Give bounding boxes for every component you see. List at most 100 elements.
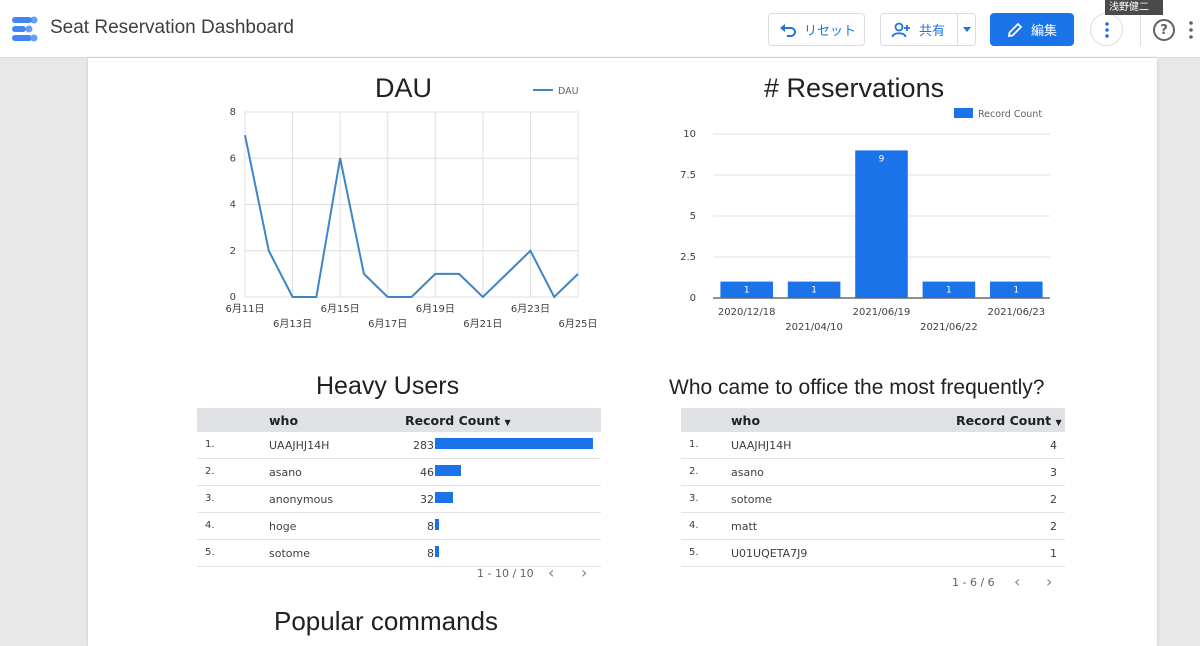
dau-x-tick-label: 6月11日	[225, 303, 264, 315]
res-x-tick-label: 2020/12/18	[718, 307, 776, 318]
row-index: 5.	[689, 547, 699, 558]
report-title[interactable]: Seat Reservation Dashboard	[50, 17, 294, 38]
col-record-count[interactable]: Record Count ▼	[956, 413, 1062, 428]
table-row[interactable]: 4. matt 2	[681, 513, 1065, 540]
table-row[interactable]: 2. asano 3	[681, 459, 1065, 486]
table-row[interactable]: 5. U01UQETA7J9 1	[681, 540, 1065, 567]
reservation-bar	[720, 281, 773, 298]
share-label: 共有	[919, 24, 946, 39]
reservation-bar-label: 1	[811, 286, 817, 296]
reset-button[interactable]: リセット	[768, 13, 865, 46]
col-who[interactable]: who	[731, 413, 761, 428]
table-row[interactable]: 2. asano 46	[197, 459, 601, 486]
dau-y-tick-label: 8	[230, 107, 236, 118]
dau-x-tick-label: 6月19日	[416, 303, 455, 315]
row-who: anonymous	[269, 493, 334, 506]
heavy-users-pager-text: 1 - 10 / 10	[477, 567, 534, 580]
row-count: 46	[420, 466, 434, 479]
row-who: matt	[731, 520, 758, 533]
table-row[interactable]: 3. sotome 2	[681, 486, 1065, 513]
row-count-bar	[435, 492, 453, 503]
res-y-tick-label: 7.5	[680, 170, 696, 181]
edit-button[interactable]: 編集	[990, 13, 1074, 46]
row-who: hoge	[269, 520, 297, 533]
res-y-tick-label: 0	[690, 293, 696, 304]
table-row[interactable]: 3. anonymous 32	[197, 486, 601, 513]
row-who: sotome	[731, 493, 772, 506]
row-index: 3.	[689, 493, 699, 504]
frequent-next-page-icon[interactable]: ›	[1046, 572, 1053, 591]
popular-commands-title: Popular commands	[274, 606, 498, 636]
row-index: 1.	[689, 439, 699, 450]
dau-legend-label: DAU	[558, 86, 579, 97]
caret-down-icon	[962, 27, 971, 32]
dau-y-tick-label: 6	[230, 153, 236, 164]
app-header: Seat Reservation Dashboard リセット 共有 編集 ? …	[0, 0, 1200, 58]
table-row[interactable]: 4. hoge 8	[197, 513, 601, 540]
heavy-users-next-page-icon[interactable]: ›	[581, 563, 588, 582]
more-options-button[interactable]	[1090, 13, 1123, 46]
frequent-prev-page-icon[interactable]: ‹	[1014, 572, 1021, 591]
res-y-tick-label: 5	[690, 211, 696, 222]
row-who: asano	[731, 466, 764, 479]
dau-y-tick-label: 4	[230, 200, 236, 211]
reservation-bar	[922, 281, 976, 298]
data-studio-logo-icon[interactable]	[10, 16, 40, 42]
table-row[interactable]: 1. UAAJHJ14H 4	[681, 432, 1065, 459]
dau-x-tick-label: 6月17日	[368, 318, 407, 330]
dau-line-chart[interactable]: 0 2 4 6 8 6月11日 6月13日 6月15日 6月17日 6月19日 6月21日 6月23…	[213, 84, 613, 344]
reservation-bar	[787, 281, 841, 298]
table-row[interactable]: 5. sotome 8	[197, 540, 601, 567]
res-x-tick-label: 2021/06/22	[920, 322, 978, 333]
apps-more-icon[interactable]	[1186, 19, 1196, 41]
share-dropdown-button[interactable]	[957, 13, 976, 46]
row-count: 3	[1050, 466, 1057, 479]
sort-desc-icon: ▼	[1055, 418, 1062, 427]
dau-chart-title: DAU	[375, 73, 433, 103]
reservations-bar-chart[interactable]: 0 2.5 5 7.5 10 1 1 9 1 1 2020/12/18 2021/04/10 202…	[668, 102, 1068, 338]
col-record-count[interactable]: Record Count ▼	[405, 413, 511, 428]
reservation-bar-label: 1	[744, 286, 750, 296]
res-x-tick-label: 2021/04/10	[785, 322, 843, 333]
row-who: asano	[269, 466, 302, 479]
row-index: 2.	[689, 466, 699, 477]
share-button[interactable]: 共有	[880, 13, 957, 46]
reservation-bar	[855, 150, 908, 298]
add-person-icon	[891, 22, 910, 37]
row-index: 2.	[205, 466, 215, 477]
dau-x-tick-label: 6月13日	[273, 318, 312, 330]
more-vert-icon	[1104, 21, 1109, 38]
row-count: 2	[1050, 520, 1057, 533]
reservation-bar-label: 1	[946, 286, 952, 296]
res-y-tick-label: 10	[683, 129, 696, 140]
row-count: 2	[1050, 493, 1057, 506]
heavy-users-table: who Record Count ▼ 1. UAAJHJ14H 283 2. asano…	[197, 408, 601, 568]
row-count-bar	[435, 465, 461, 476]
pencil-icon	[1007, 22, 1023, 37]
res-x-tick-label: 2021/06/23	[987, 307, 1045, 318]
row-count: 1	[1050, 547, 1057, 560]
dau-y-tick-label: 2	[230, 246, 236, 257]
frequent-visitors-table-header: who Record Count ▼	[681, 408, 1065, 432]
table-row[interactable]: 1. UAAJHJ14H 283	[197, 432, 601, 459]
help-icon[interactable]: ?	[1153, 19, 1175, 41]
heavy-users-prev-page-icon[interactable]: ‹	[548, 563, 555, 582]
row-index: 4.	[205, 520, 215, 531]
row-count: 8	[427, 520, 434, 533]
row-count-bar	[435, 519, 439, 530]
reset-label: リセット	[804, 24, 857, 39]
reservations-chart-title: # Reservations	[764, 73, 945, 103]
dau-x-tick-label: 6月23日	[511, 303, 550, 315]
col-who[interactable]: who	[269, 413, 299, 428]
frequent-visitors-table: who Record Count ▼ 1. UAAJHJ14H 4 2. asano 3 3…	[681, 408, 1065, 568]
row-count: 32	[420, 493, 434, 506]
row-index: 5.	[205, 547, 215, 558]
frequent-pager-text: 1 - 6 / 6	[952, 576, 995, 589]
res-legend-swatch	[954, 108, 973, 118]
row-index: 1.	[205, 439, 215, 450]
res-legend-label: Record Count	[978, 109, 1042, 120]
dau-x-tick-label: 6月25日	[558, 318, 597, 330]
heavy-users-table-header: who Record Count ▼	[197, 408, 601, 432]
row-who: UAAJHJ14H	[269, 439, 330, 452]
